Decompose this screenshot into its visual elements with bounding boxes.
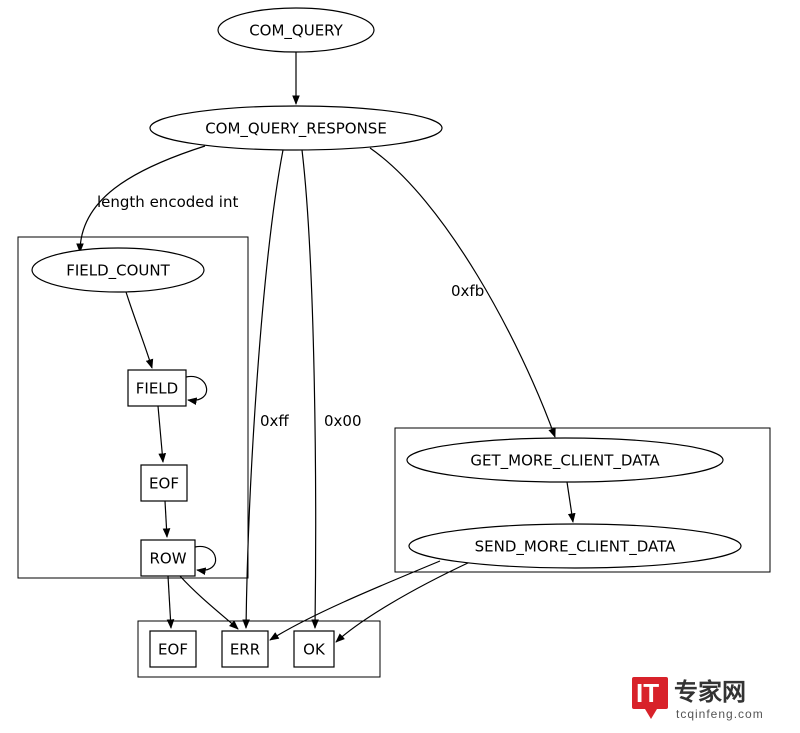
edge-response-to-ok [302,150,316,628]
node-label: OK [303,641,326,659]
watermark-cn: 专家网 [674,678,746,706]
edge-fieldcount-to-field [126,292,152,368]
node-send-more: SEND_MORE_CLIENT_DATA [409,524,741,568]
node-eof2: EOF [150,631,196,667]
watermark-it: IT [636,678,659,708]
watermark: IT 专家网 tcqinfeng.com [632,677,764,721]
node-row: ROW [141,540,195,576]
node-ok: OK [294,631,334,667]
node-err: ERR [222,631,268,667]
edge-label-0xff: 0xff [260,412,289,430]
node-label: EOF [158,641,188,659]
node-label: ROW [149,550,186,568]
node-eof1: EOF [141,465,187,501]
edge-field-to-eof1 [158,406,163,462]
node-label: COM_QUERY [249,22,343,41]
edge-sendmore-to-err [270,561,440,640]
edge-row-to-eof2 [168,576,171,628]
node-com-query-response: COM_QUERY_RESPONSE [150,106,442,150]
node-label: FIELD_COUNT [66,262,170,281]
edge-field-selfloop [186,376,207,400]
node-get-more: GET_MORE_CLIENT_DATA [407,438,723,482]
protocol-flowchart: length encoded int 0xff 0x00 0xfb COM_QU… [0,0,800,733]
node-label: COM_QUERY_RESPONSE [205,120,387,139]
edge-getmore-to-sendmore [567,482,573,522]
edge-label-length-encoded-int: length encoded int [97,193,238,211]
node-label: ERR [230,641,260,659]
node-label: FIELD [136,380,178,398]
node-label: EOF [149,475,179,493]
edge-eof1-to-row [165,501,167,537]
node-label: SEND_MORE_CLIENT_DATA [475,538,676,557]
watermark-url: tcqinfeng.com [676,707,764,721]
edge-label-0x00: 0x00 [324,412,362,430]
node-field: FIELD [128,370,186,406]
edge-row-selfloop [195,546,216,570]
edge-response-to-err [246,150,283,628]
node-com-query: COM_QUERY [218,8,374,52]
node-label: GET_MORE_CLIENT_DATA [470,452,660,471]
node-field-count: FIELD_COUNT [32,248,204,292]
edge-label-0xfb: 0xfb [451,282,484,300]
edge-sendmore-to-ok [336,562,470,642]
